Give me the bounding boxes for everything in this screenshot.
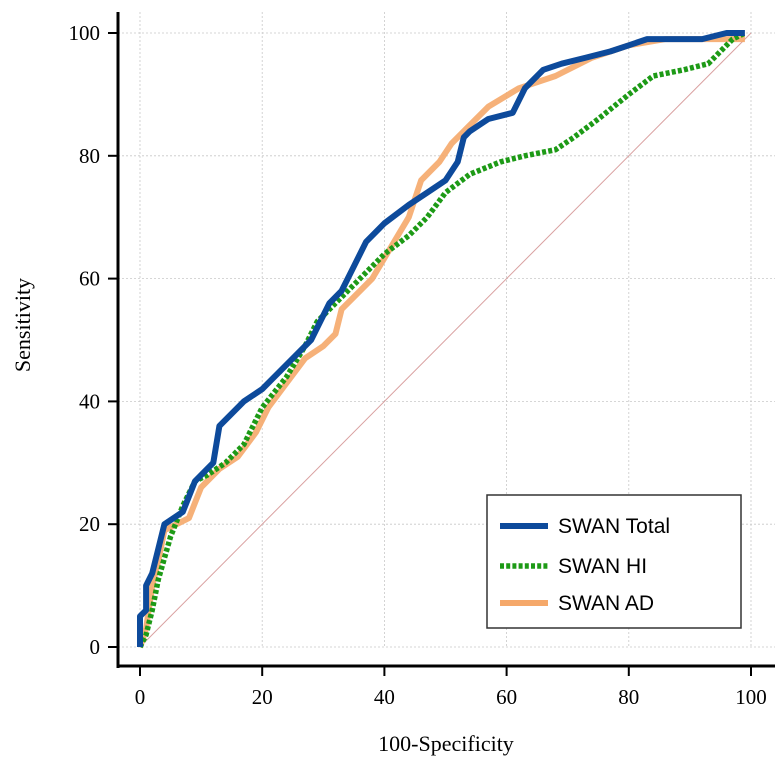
y-tick-label: 20: [79, 512, 100, 536]
series-line-swan-ad: [137, 36, 745, 648]
x-tick-label: 20: [252, 685, 273, 709]
reference-diagonal-line: [139, 32, 752, 648]
reference-line-layer: [139, 32, 752, 648]
y-tick-label: 100: [69, 21, 101, 45]
x-tick-label: 100: [735, 685, 767, 709]
series-layer: [137, 30, 747, 649]
x-tick-label: 0: [135, 685, 146, 709]
legend: SWAN Total SWAN HI SWAN AD: [486, 494, 742, 629]
axes-layer: [116, 12, 775, 668]
x-axis-title: 100-Specificity: [378, 731, 514, 756]
x-tick-label: 40: [374, 685, 395, 709]
y-tick-label: 0: [90, 635, 101, 659]
y-axis-title: Sensitivity: [10, 278, 35, 372]
y-tick-label: 60: [79, 267, 100, 291]
y-tick-label: 40: [79, 389, 100, 413]
legend-label-swan-ad: SWAN AD: [558, 592, 654, 615]
legend-label-swan-hi: SWAN HI: [558, 555, 647, 578]
y-tick-label: 80: [79, 144, 100, 168]
x-tick-label: 80: [618, 685, 639, 709]
legend-label-swan-total: SWAN Total: [558, 515, 670, 538]
series-line-swan-total: [137, 30, 745, 647]
grid-layer: [118, 12, 775, 648]
x-tick-label: 60: [496, 685, 517, 709]
ticks-layer: 0 20 40 60 80 100 0 20 40 60 80 100: [69, 21, 767, 709]
